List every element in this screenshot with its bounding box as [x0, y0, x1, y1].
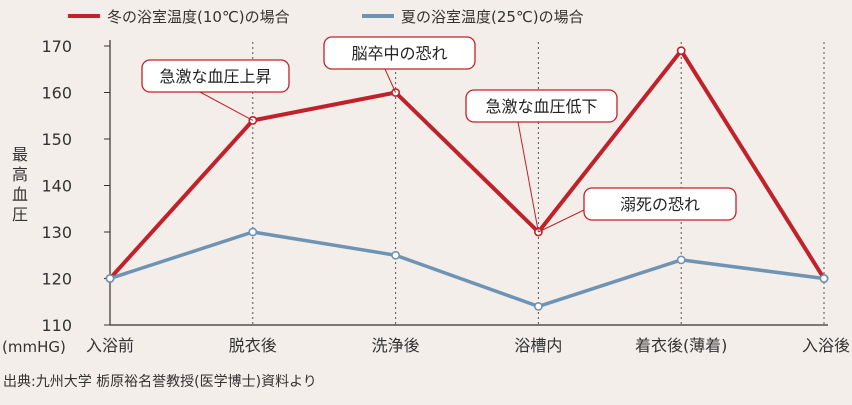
series-point [248, 227, 258, 237]
callout-box [323, 36, 476, 70]
x-tick-label: 脱衣後 [229, 336, 277, 355]
legend-label-winter: 冬の浴室温度(10℃)の場合 [107, 8, 290, 26]
y-axis-title-char: 最 [12, 145, 28, 164]
y-tick-label: 170 [41, 37, 72, 56]
callout-leader [199, 91, 254, 121]
callout-text: 脳卒中の恐れ [351, 44, 447, 63]
series [105, 46, 829, 311]
y-tick-label: 110 [41, 316, 72, 335]
series-point [534, 301, 543, 311]
y-tick-label: 140 [41, 177, 72, 196]
callout-box [465, 89, 618, 123]
callout-leader [384, 68, 397, 93]
legend-label-summer: 夏の浴室温度(25℃)の場合 [401, 8, 584, 26]
series-point [391, 250, 400, 260]
callout-text: 急激な血圧上昇 [159, 67, 271, 86]
callout-box [141, 59, 290, 93]
y-axis-title-char: 圧 [12, 205, 28, 224]
x-tick-label: 浴槽内 [514, 336, 562, 355]
y-axis-title-char: 血 [12, 185, 28, 204]
series-line [108, 48, 826, 280]
series-point [819, 274, 829, 283]
legend: 冬の浴室温度(10℃)の場合 夏の浴室温度(25℃)の場合 [68, 8, 584, 26]
y-tick-label: 130 [41, 223, 72, 242]
y-axis-title-char: 高 [12, 165, 28, 184]
y-tick-label: 160 [41, 84, 72, 103]
callout-text: 溺死の恐れ [620, 195, 700, 214]
callout-box [583, 187, 737, 221]
series-line [109, 230, 825, 309]
series-point [676, 46, 686, 56]
callout-text: 急激な血圧低下 [485, 97, 597, 116]
callout-leader [517, 121, 539, 233]
x-tick-label: 入浴前 [86, 336, 134, 355]
x-tick-label: 入浴後 [802, 336, 850, 355]
source-note: 出典:九州大学 栃原裕名誉教授(医学博士)資料より [3, 373, 317, 390]
series-point [676, 255, 686, 265]
y-tick-label: 150 [41, 130, 72, 149]
y-axis-unit: (mmHG) [2, 338, 66, 356]
y-tick-label: 120 [41, 270, 72, 289]
x-tick-label: 着衣後(薄着) [635, 336, 728, 355]
axes: 110 120 130 140 150 160 170 入浴前 脱衣後 洗浄後 浴槽内 着衣後(薄着)… [41, 37, 850, 355]
series-point [105, 274, 115, 283]
x-tick-label: 洗浄後 [372, 336, 420, 355]
callout-leader [538, 209, 585, 233]
